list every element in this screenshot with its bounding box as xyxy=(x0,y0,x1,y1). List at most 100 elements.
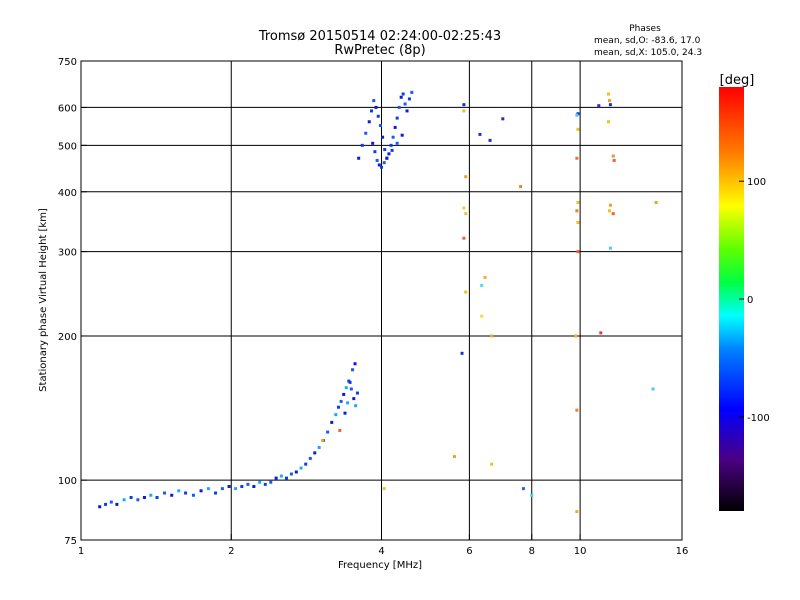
x-axis-label: Frequency [MHz] xyxy=(338,560,422,571)
data-point xyxy=(227,484,231,488)
data-point xyxy=(611,212,615,216)
data-point xyxy=(355,391,359,395)
data-point xyxy=(375,158,379,162)
chart-subtitle: RwPretec (8p) xyxy=(334,43,425,58)
data-point xyxy=(163,491,167,495)
y-tick-label: 300 xyxy=(58,248,77,259)
data-point xyxy=(519,185,523,189)
data-point xyxy=(326,430,330,434)
data-point xyxy=(381,135,385,139)
data-point xyxy=(317,445,321,449)
data-point xyxy=(376,114,380,118)
colorbar-ticks: -100 0 100 xyxy=(739,177,770,424)
data-point xyxy=(308,456,312,460)
data-point xyxy=(654,200,658,204)
data-point xyxy=(607,209,611,213)
x-tick-label: 8 xyxy=(529,546,535,557)
data-point xyxy=(220,487,224,491)
data-point xyxy=(367,120,371,124)
data-points xyxy=(98,90,658,514)
y-tick-label: 200 xyxy=(58,332,77,343)
data-point xyxy=(313,451,317,455)
data-point xyxy=(399,95,403,99)
data-point xyxy=(490,334,494,338)
data-point xyxy=(397,105,401,109)
data-point xyxy=(575,209,579,213)
data-point xyxy=(607,92,611,96)
data-point xyxy=(387,152,391,156)
y-tick-label: 750 xyxy=(58,57,77,68)
data-point xyxy=(352,397,356,401)
data-point xyxy=(599,331,603,335)
data-point xyxy=(334,413,338,417)
data-point xyxy=(284,476,288,480)
data-point xyxy=(104,502,108,506)
data-point xyxy=(530,493,534,497)
data-point xyxy=(279,474,283,478)
data-point xyxy=(464,175,468,179)
data-point xyxy=(480,314,484,318)
data-point xyxy=(246,482,250,486)
data-point xyxy=(390,148,394,152)
colorbar-tick-label: 0 xyxy=(747,295,753,306)
data-point xyxy=(149,493,153,497)
data-point xyxy=(115,502,119,506)
data-point xyxy=(462,236,466,240)
data-point xyxy=(351,368,355,372)
data-point xyxy=(370,109,374,113)
data-point xyxy=(380,165,383,169)
data-point xyxy=(452,455,456,459)
data-point xyxy=(252,484,256,488)
data-point xyxy=(480,283,484,287)
data-point xyxy=(378,124,382,128)
data-point xyxy=(460,351,464,355)
stats-heading: Phases xyxy=(629,24,661,34)
data-point xyxy=(353,362,357,366)
data-point xyxy=(240,484,244,488)
colorbar-tick-label: -100 xyxy=(747,413,770,424)
stats-line-x: mean, sd,X: 105.0, 24.3 xyxy=(594,48,702,58)
data-point xyxy=(377,163,381,167)
data-point xyxy=(383,148,387,152)
data-point xyxy=(289,472,293,476)
data-point xyxy=(136,498,140,502)
y-tick-label: 75 xyxy=(64,536,77,547)
data-point xyxy=(483,275,487,279)
data-point xyxy=(462,109,466,113)
data-point xyxy=(274,476,278,480)
x-tick-label: 2 xyxy=(228,546,234,557)
data-point xyxy=(382,161,386,165)
y-tick-label: 400 xyxy=(58,188,77,199)
x-tick-label: 4 xyxy=(378,546,384,557)
data-point xyxy=(357,156,361,160)
data-point xyxy=(336,405,340,409)
data-point xyxy=(364,131,368,135)
data-point xyxy=(464,290,468,294)
data-point xyxy=(346,401,350,405)
data-point xyxy=(462,206,466,210)
data-point xyxy=(608,203,612,207)
data-point xyxy=(385,156,389,160)
data-point xyxy=(521,487,525,491)
x-tick-labels: 1 2 4 6 8 10 16 xyxy=(78,546,689,557)
data-point xyxy=(608,246,612,250)
data-point xyxy=(575,408,579,412)
y-tick-labels: 75 100 200 300 400 500 600 750 xyxy=(58,57,77,547)
data-point xyxy=(122,498,126,502)
x-tick-label: 10 xyxy=(574,546,587,557)
data-point xyxy=(651,387,655,391)
data-point xyxy=(206,487,210,491)
data-point xyxy=(575,113,579,117)
data-point xyxy=(576,200,580,204)
data-point xyxy=(389,143,393,147)
data-point xyxy=(403,102,407,106)
data-point xyxy=(371,141,375,145)
data-point xyxy=(344,386,348,390)
y-tick-label: 600 xyxy=(58,103,77,114)
data-point xyxy=(405,109,409,113)
data-point xyxy=(338,428,342,432)
data-point xyxy=(608,103,612,107)
data-point xyxy=(597,104,601,108)
data-point xyxy=(294,470,298,474)
